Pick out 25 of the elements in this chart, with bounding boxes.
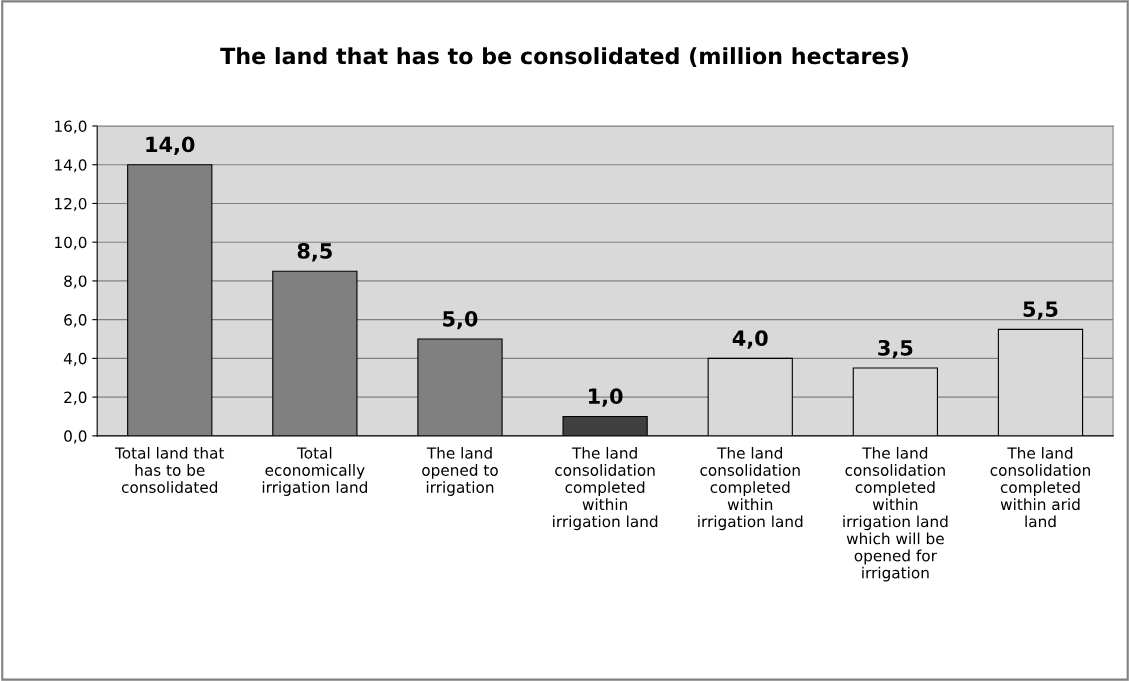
x-tick-label: Total economically irrigation land	[262, 446, 367, 496]
x-tick-label: The land consolidation completed within irrigation land which will be opened for irrigation	[843, 446, 948, 582]
data-label: 5,0	[443, 310, 478, 330]
chart-title: The land that has to be consolidated (million hectares)	[220, 47, 908, 67]
y-tick-label: 14,0	[55, 159, 87, 173]
data-label: 3,5	[878, 339, 913, 359]
x-tick-label: The land consolidation completed within irrigation land	[553, 446, 658, 531]
y-tick-label: 8,0	[64, 275, 87, 289]
y-tick-label: 12,0	[55, 197, 87, 212]
x-tick-label: The land opened to irrigation	[422, 446, 498, 496]
y-tick-label: 4,0	[63, 352, 87, 366]
data-label: 1,0	[589, 388, 623, 407]
y-tick-label: 0,0	[64, 430, 87, 444]
x-tick-label: The land consolidation completed within arid land	[990, 446, 1090, 528]
y-tick-label: 6,0	[64, 314, 87, 328]
data-label: 8,5	[297, 243, 332, 262]
x-tick-label: Total land that has to be consolidated	[115, 446, 225, 493]
bar	[562, 415, 648, 436]
y-tick-label: 10,0	[55, 236, 87, 250]
data-label: 4,0	[732, 330, 768, 349]
y-tick-label: 2,0	[64, 391, 87, 405]
data-label: 14,0	[146, 136, 195, 156]
y-tick-label: 16,0	[55, 120, 87, 134]
data-label: 5,5	[1023, 301, 1058, 320]
x-tick-label: The land consolidation completed within irrigation land	[698, 446, 803, 531]
